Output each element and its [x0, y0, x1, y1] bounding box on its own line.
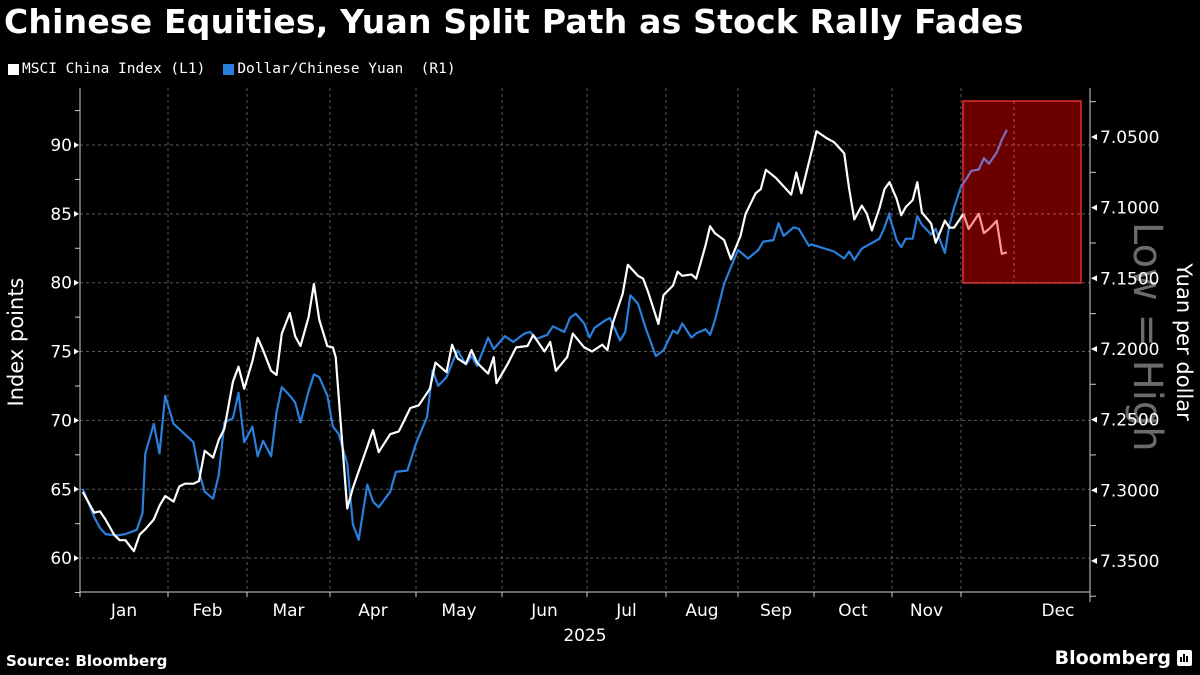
svg-text:7.0500: 7.0500 — [1100, 128, 1159, 148]
svg-text:Jun: Jun — [530, 601, 558, 621]
svg-text:80: 80 — [50, 274, 72, 294]
svg-text:Apr: Apr — [358, 601, 387, 621]
brand-label: Bloomberg — [1054, 647, 1171, 669]
svg-text:7.3000: 7.3000 — [1100, 481, 1159, 501]
legend-item-usdcny: Dollar/Chinese Yuan (R1) — [223, 61, 456, 77]
usdcny-line — [81, 186, 963, 541]
highlight-gridlines — [963, 101, 1081, 284]
svg-text:Oct: Oct — [838, 601, 868, 621]
highlight-region — [962, 100, 1082, 284]
svg-text:7.1500: 7.1500 — [1100, 269, 1159, 289]
svg-text:Feb: Feb — [192, 601, 222, 621]
x-axis: Jan Feb Mar Apr May Jun Jul Aug Sep Oct Nov Dec — [79, 591, 1090, 621]
highlighted-segment-lines — [960, 129, 1008, 255]
gridlines — [80, 88, 1090, 592]
svg-text:7.1000: 7.1000 — [1100, 199, 1159, 219]
svg-text:Aug: Aug — [685, 601, 718, 621]
svg-text:70: 70 — [50, 411, 72, 431]
svg-text:75: 75 — [50, 343, 72, 363]
svg-text:Mar: Mar — [272, 601, 304, 621]
svg-text:Jul: Jul — [615, 601, 637, 621]
left-axis-title: Index points — [4, 278, 28, 407]
svg-text:Dec: Dec — [1042, 601, 1075, 621]
svg-text:May: May — [441, 601, 476, 621]
legend-item-msci: MSCI China Index (L1) — [8, 61, 205, 77]
left-axis: 60 65 70 75 80 85 90 — [50, 88, 81, 594]
chart-title: Chinese Equities, Yuan Split Path as Sto… — [4, 2, 1024, 41]
svg-text:65: 65 — [50, 480, 72, 500]
msci-line — [81, 130, 965, 553]
bloomberg-logo: Bloomberg — [1055, 647, 1192, 669]
bloomberg-chart-icon — [1177, 650, 1192, 666]
legend-swatch-usdcny — [223, 63, 235, 75]
source-note: Source: Bloomberg — [6, 652, 168, 670]
svg-text:85: 85 — [50, 205, 72, 225]
svg-text:Nov: Nov — [910, 601, 943, 621]
legend-swatch-msci — [8, 63, 19, 75]
svg-text:Sep: Sep — [760, 601, 792, 621]
svg-text:60: 60 — [50, 549, 72, 569]
svg-text:90: 90 — [50, 136, 72, 156]
svg-text:7.2000: 7.2000 — [1100, 340, 1159, 360]
legend: MSCI China Index (L1) Dollar/Chinese Yua… — [8, 61, 456, 77]
x-axis-year-label: 2025 — [563, 626, 606, 646]
right-axis-title: Yuan per dollar — [1172, 262, 1196, 421]
inverted-axis-watermark: Low = High — [1124, 222, 1170, 452]
svg-text:Jan: Jan — [110, 601, 137, 621]
svg-text:7.2500: 7.2500 — [1100, 411, 1159, 431]
svg-text:7.3500: 7.3500 — [1100, 552, 1159, 572]
right-axis: 7.0500 7.1000 7.1500 7.2000 7.2500 7.3000 7.35… — [1089, 88, 1159, 602]
legend-label-msci: MSCI China Index (L1) — [22, 61, 206, 77]
legend-label-usdcny: Dollar/Chinese Yuan (R1) — [237, 61, 456, 77]
